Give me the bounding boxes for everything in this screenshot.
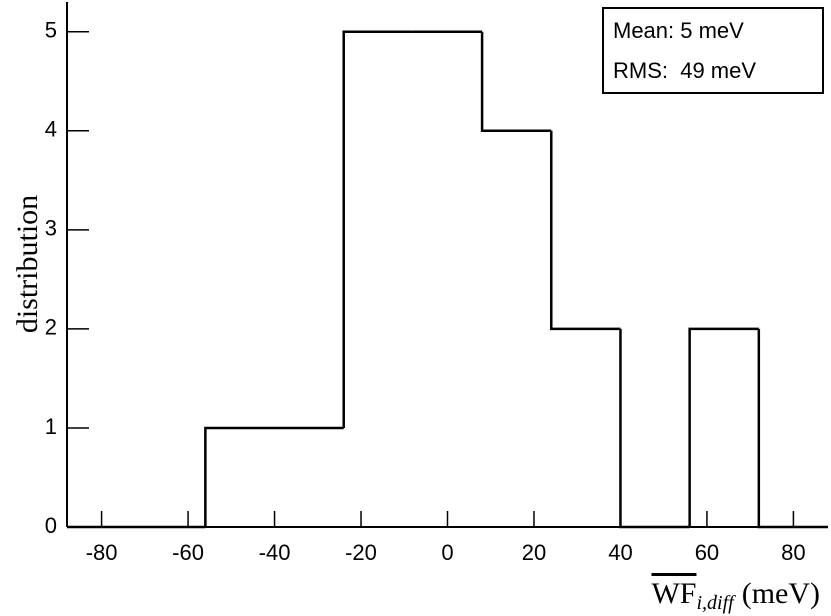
- histogram-bin: [204, 426, 275, 527]
- x-axis-label-sub: i,diff: [696, 592, 736, 614]
- y-tick-label: 0: [45, 513, 57, 538]
- x-tick-label: 20: [522, 540, 546, 565]
- histogram-bin: [550, 130, 621, 331]
- histogram-bin: [688, 327, 759, 527]
- histogram-bin: [342, 30, 413, 428]
- x-tick-label: -40: [259, 540, 291, 565]
- x-tick-label: 80: [781, 540, 805, 565]
- x-tick-label: 40: [608, 540, 632, 565]
- x-tick-label: -60: [172, 540, 204, 565]
- x-axis-label-unit: (meV): [742, 577, 820, 610]
- x-tick-label: 60: [695, 540, 719, 565]
- y-tick-label: 3: [45, 216, 57, 241]
- x-tick-label: -20: [345, 540, 377, 565]
- stats-mean: Mean: 5 meV: [613, 18, 744, 43]
- x-axis-label-main: WF: [651, 577, 696, 610]
- x-tick-label: 0: [441, 540, 453, 565]
- y-tick-label: 4: [45, 117, 57, 142]
- x-tick-label: -80: [86, 540, 118, 565]
- stats-rms: RMS: 49 meV: [613, 58, 756, 83]
- y-tick-label: 2: [45, 315, 57, 340]
- histogram-bin: [480, 31, 552, 133]
- histogram-bin: [619, 328, 690, 529]
- stats-box: [602, 7, 824, 94]
- y-tick-label: 1: [45, 414, 57, 439]
- y-tick-label: 5: [45, 18, 57, 43]
- x-axis-label: WFi,diff (meV): [651, 577, 820, 614]
- histogram-bin: [757, 328, 828, 529]
- y-axis-label: distribution: [11, 195, 44, 333]
